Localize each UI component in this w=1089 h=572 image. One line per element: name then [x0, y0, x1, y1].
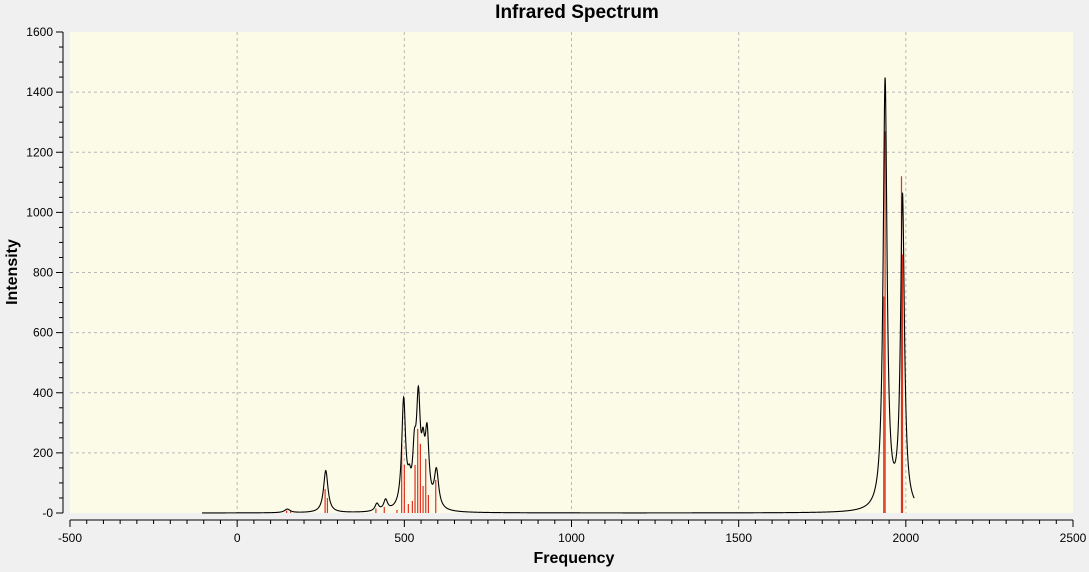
- x-tick-label: 2500: [1060, 531, 1087, 545]
- x-tick-label: 0: [234, 531, 241, 545]
- y-tick-label: -0: [42, 506, 53, 520]
- y-tick-label: 600: [33, 326, 53, 340]
- y-tick-label: 1400: [26, 85, 53, 99]
- spectrum-line: [202, 77, 915, 514]
- x-ticks: -500 0 500 1000 1500 2000 2500: [58, 520, 1087, 545]
- x-axis-title: Frequency: [534, 550, 615, 567]
- x-tick-label: 2000: [892, 531, 919, 545]
- x-tick-label: 1000: [558, 531, 585, 545]
- y-axis-title: Intensity: [4, 239, 21, 305]
- y-tick-label: 1200: [26, 145, 53, 159]
- y-tick-label: 200: [33, 446, 53, 460]
- x-tick-label: 1500: [725, 531, 752, 545]
- x-tick-label: 500: [394, 531, 414, 545]
- y-ticks: -0 200 400 600 800 1000 1200 1400 1600: [26, 25, 63, 520]
- x-tick-label: -500: [58, 531, 82, 545]
- y-tick-label: 800: [33, 266, 53, 280]
- y-tick-label: 1000: [26, 205, 53, 219]
- spectrum-layer: [202, 77, 915, 514]
- chart-title: Infrared Spectrum: [495, 2, 659, 23]
- y-tick-label: 400: [33, 386, 53, 400]
- y-tick-label: 1600: [26, 25, 53, 39]
